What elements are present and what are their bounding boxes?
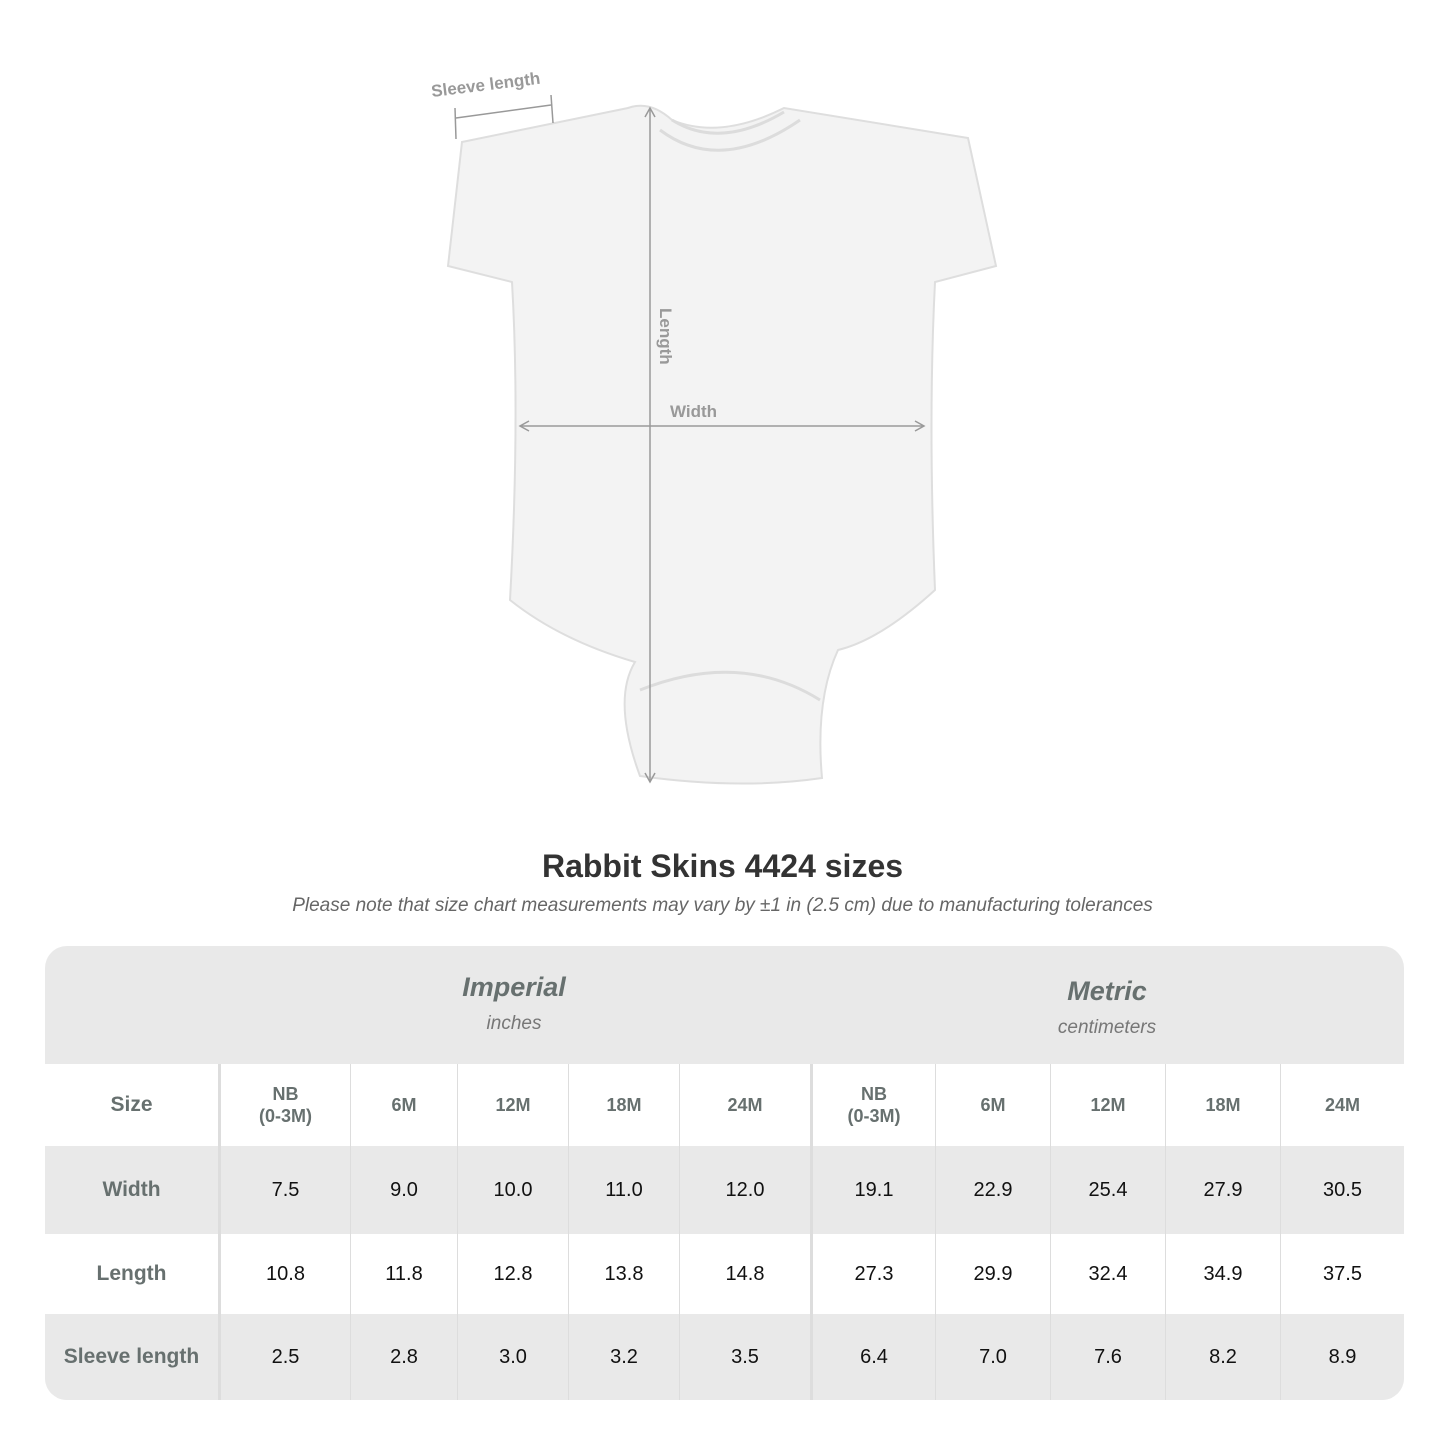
metric-header: Metric centimeters (810, 946, 1404, 1094)
width-label: Width (670, 402, 717, 421)
metric-value-cell: 6.4 (810, 1314, 935, 1400)
imperial-value-cell: 11.8 (350, 1234, 457, 1314)
row-label: Sleeve length (63, 1345, 200, 1368)
imperial-value-cell: 3.2 (568, 1314, 679, 1400)
metric-unit: centimeters (1057, 1017, 1157, 1038)
size-header-cell: NB (0-3M) (810, 1064, 935, 1146)
size-header-cell: 6M (350, 1064, 457, 1146)
metric-value-cell: 8.2 (1165, 1314, 1280, 1400)
imperial-value-cell: 2.8 (350, 1314, 457, 1400)
metric-value-cell: 7.6 (1050, 1314, 1165, 1400)
row-label: Length (96, 1262, 167, 1285)
metric-value-cell: 29.9 (935, 1234, 1050, 1314)
imperial-value-cell: 3.0 (457, 1314, 568, 1400)
imperial-value-cell: 12.8 (457, 1234, 568, 1314)
size-column-header: Size (110, 1093, 153, 1116)
size-header-cell: 24M (679, 1064, 810, 1146)
size-header-cell: 18M (568, 1064, 679, 1146)
metric-value-cell: 27.9 (1165, 1146, 1280, 1234)
sleeve-measure-line (455, 104, 552, 119)
size-header-cell: 24M (1280, 1064, 1404, 1146)
imperial-unit: inches (486, 1013, 542, 1034)
leg-opening (639, 670, 821, 702)
row-label: Width (102, 1178, 161, 1201)
size-header-cell: 12M (457, 1064, 568, 1146)
size-header-cell: 18M (1165, 1064, 1280, 1146)
imperial-value-cell: 13.8 (568, 1234, 679, 1314)
table-row: Width 7.5 9.0 10.0 11.0 12.0 19.1 22.9 25.4 27.9 3… (45, 1146, 1404, 1234)
length-label: Length (656, 308, 675, 365)
metric-value-cell: 32.4 (1050, 1234, 1165, 1314)
metric-value-cell: 7.0 (935, 1314, 1050, 1400)
imperial-value-cell: 12.0 (679, 1146, 810, 1234)
table-row: Length 10.8 11.8 12.8 13.8 14.8 27.3 29.9 32.4 34… (45, 1234, 1404, 1314)
imperial-value-cell: 11.0 (568, 1146, 679, 1234)
metric-value-cell: 25.4 (1050, 1146, 1165, 1234)
metric-value-cell: 34.9 (1165, 1234, 1280, 1314)
size-header-cell: 12M (1050, 1064, 1165, 1146)
metric-value-cell: 8.9 (1280, 1314, 1404, 1400)
size-table: Imperial inches Metric centimeters Size N… (45, 946, 1404, 1400)
sleeve-length-label: Sleeve length (430, 69, 541, 101)
imperial-value-cell: 10.0 (457, 1146, 568, 1234)
size-header-cell: NB (0-3M) (218, 1064, 350, 1146)
neckline (659, 110, 801, 152)
metric-label: Metric (1067, 976, 1147, 1006)
imperial-value-cell: 7.5 (218, 1146, 350, 1234)
tolerance-note: Please note that size chart measurements… (292, 895, 1153, 916)
imperial-value-cell: 3.5 (679, 1314, 810, 1400)
metric-value-cell: 19.1 (810, 1146, 935, 1234)
table-row: Sleeve length 2.5 2.8 3.0 3.2 3.5 6.4 7.0 7.6 8.2… (45, 1314, 1404, 1400)
imperial-header: Imperial inches (218, 946, 810, 1090)
imperial-value-cell: 10.8 (218, 1234, 350, 1314)
metric-value-cell: 22.9 (935, 1146, 1050, 1234)
metric-value-cell: 30.5 (1280, 1146, 1404, 1234)
size-header-row: Size NB (0-3M) 6M 12M 18M 24M NB (0-3M) 6M 12M 18… (45, 1064, 1404, 1146)
onesie-diagram: Sleeve length Length Width (430, 69, 998, 785)
page-title: Rabbit Skins 4424 sizes (541, 848, 904, 884)
size-header-cell: 6M (935, 1064, 1050, 1146)
metric-value-cell: 27.3 (810, 1234, 935, 1314)
imperial-value-cell: 9.0 (350, 1146, 457, 1234)
imperial-value-cell: 2.5 (218, 1314, 350, 1400)
metric-value-cell: 37.5 (1280, 1234, 1404, 1314)
onesie-garment (446, 104, 998, 785)
imperial-value-cell: 14.8 (679, 1234, 810, 1314)
imperial-label: Imperial (462, 972, 566, 1002)
